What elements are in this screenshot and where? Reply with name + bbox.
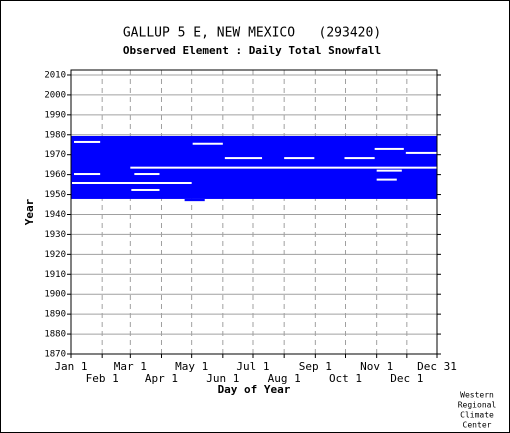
y-tick-label: 2000 <box>44 90 66 100</box>
missing-gap <box>405 151 437 154</box>
missing-gap <box>376 169 402 172</box>
x-tick-label: Nov 1 <box>360 360 393 373</box>
missing-gap <box>284 157 315 160</box>
y-tick-label: 1890 <box>44 310 66 320</box>
x-tick-label: Jan 1 <box>54 360 87 373</box>
missing-gap <box>134 173 160 176</box>
x-tick-label: Sep 1 <box>299 360 332 373</box>
y-tick-label: 1870 <box>44 350 66 360</box>
x-tick-label: Apr 1 <box>145 372 178 385</box>
x-axis-label: Day of Year <box>218 383 291 396</box>
y-tick-label: 1960 <box>44 170 66 180</box>
missing-gap <box>72 182 192 184</box>
y-tick-label: 1980 <box>44 130 66 140</box>
missing-gap <box>374 147 404 150</box>
credit: Regional <box>458 401 497 410</box>
missing-gap <box>192 142 223 145</box>
y-tick-label: 1950 <box>44 190 66 200</box>
missing-gap <box>131 188 160 191</box>
y-tick-label: 1970 <box>44 150 66 160</box>
x-tick-label: Jul 1 <box>236 360 269 373</box>
missing-gap <box>74 140 101 143</box>
y-tick-label: 1910 <box>44 270 66 280</box>
y-tick-label: 1900 <box>44 290 66 300</box>
x-tick-label: Jun 1 <box>206 372 239 385</box>
y-tick-label: 1880 <box>44 330 66 340</box>
missing-gap <box>344 157 375 160</box>
coverage-block <box>184 198 205 202</box>
x-tick-label: Oct 1 <box>329 372 362 385</box>
x-tick-label: Dec 31 <box>417 360 457 373</box>
x-tick-label: Dec 1 <box>390 372 423 385</box>
y-tick-label: 1940 <box>44 210 66 220</box>
y-axis-label: Year <box>23 198 36 225</box>
y-tick-label: 2010 <box>44 70 66 80</box>
credit: Western <box>460 391 494 400</box>
credit: Center <box>463 421 492 430</box>
missing-gap <box>376 178 397 181</box>
y-tick-label: 1990 <box>44 110 66 120</box>
x-tick-label: Mar 1 <box>114 360 147 373</box>
plot-border <box>70 69 438 355</box>
missing-gap <box>130 166 438 169</box>
credit: Climate <box>460 411 494 420</box>
chart-subtitle: Observed Element : Daily Total Snowfall <box>123 44 381 57</box>
x-tick-label: Feb 1 <box>86 372 119 385</box>
x-tick-label: May 1 <box>175 360 208 373</box>
y-tick-label: 1920 <box>44 250 66 260</box>
y-tick-label: 1930 <box>44 230 66 240</box>
missing-gap <box>74 173 101 176</box>
chart-title: GALLUP 5 E, NEW MEXICO (293420) <box>123 26 381 41</box>
x-tick-label: Aug 1 <box>268 372 301 385</box>
plot-area <box>71 70 437 354</box>
missing-gap <box>224 157 263 160</box>
